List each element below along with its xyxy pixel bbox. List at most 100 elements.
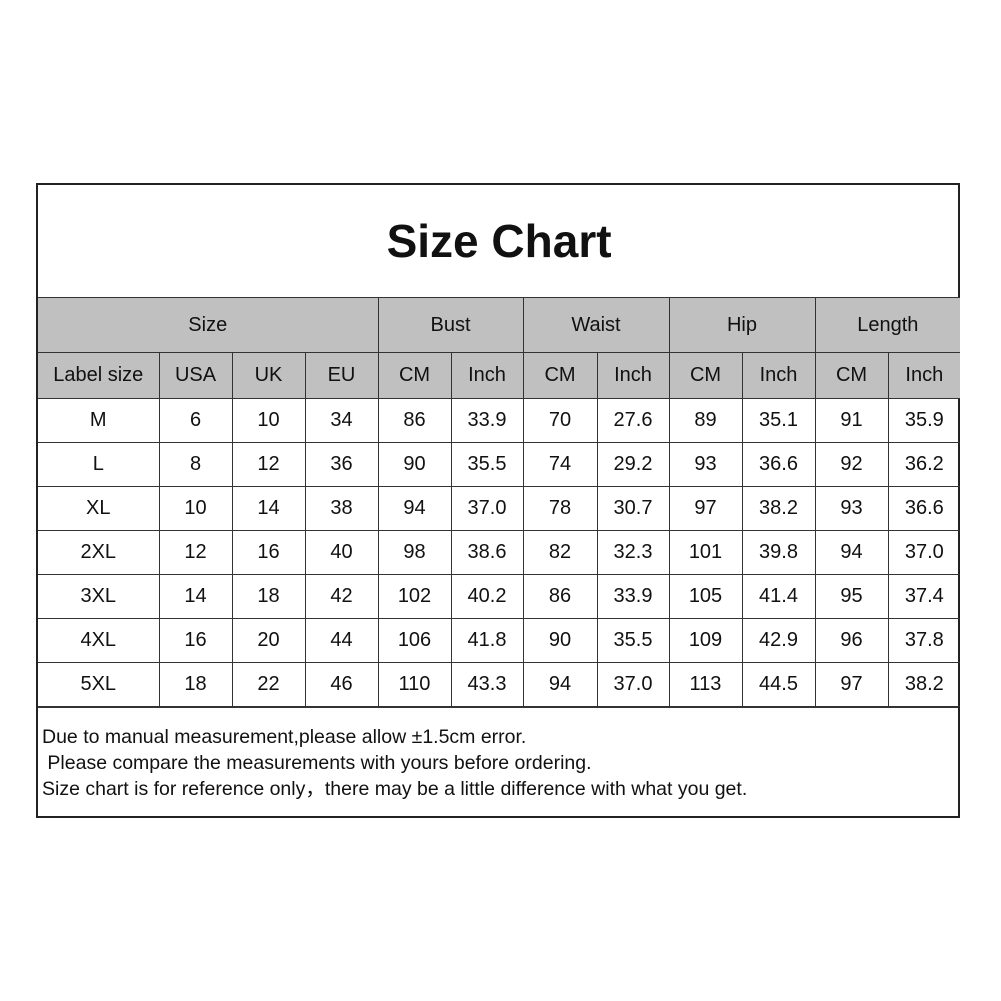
table-cell: 33.9	[450, 398, 524, 443]
table-cell: 90	[522, 618, 598, 663]
table-cell: 97	[668, 486, 743, 531]
table-cell: 36.6	[741, 442, 816, 487]
table-cell: 96	[814, 618, 889, 663]
column-header: CM	[668, 352, 743, 399]
group-length: Length	[814, 297, 961, 353]
note-line: Size chart is for reference only，there m…	[42, 778, 748, 800]
table-cell: 70	[522, 398, 598, 443]
table-cell: 4XL	[38, 618, 160, 663]
table-row: M 6 10 34 86 33.9 70 27.6 89 35.1 91 35.9	[38, 398, 961, 443]
table-cell: 29.2	[596, 442, 670, 487]
column-header: CM	[814, 352, 889, 399]
table-cell: 94	[377, 486, 452, 531]
group-size: Size	[38, 297, 379, 353]
table-cell: 78	[522, 486, 598, 531]
table-cell: 20	[231, 618, 306, 663]
table-cell: 41.8	[450, 618, 524, 663]
column-header: USA	[158, 352, 233, 399]
size-chart: Size Chart Size Bust Waist Hip Length La…	[36, 183, 961, 818]
table-cell: 16	[158, 618, 233, 663]
table-cell: 5XL	[38, 662, 160, 707]
table-cell: 44	[304, 618, 379, 663]
table-cell: 95	[814, 574, 889, 619]
table-cell: L	[38, 442, 160, 487]
table-cell: 37.8	[887, 618, 961, 663]
table-cell: 91	[814, 398, 889, 443]
table-cell: 38.6	[450, 530, 524, 575]
column-header: Inch	[741, 352, 816, 399]
column-header: Inch	[596, 352, 670, 399]
table-cell: 38.2	[741, 486, 816, 531]
chart-title: Size Chart	[38, 185, 961, 298]
table-cell: 37.4	[887, 574, 961, 619]
table-cell: 37.0	[450, 486, 524, 531]
table-cell: 38.2	[887, 662, 961, 707]
table-cell: 113	[668, 662, 743, 707]
column-header: CM	[377, 352, 452, 399]
column-header: Inch	[450, 352, 524, 399]
table-cell: 22	[231, 662, 306, 707]
table-cell: 90	[377, 442, 452, 487]
group-bust: Bust	[377, 297, 524, 353]
table-cell: 37.0	[596, 662, 670, 707]
group-hip: Hip	[668, 297, 816, 353]
column-header: Inch	[887, 352, 961, 399]
table-cell: 10	[231, 398, 306, 443]
table-cell: 6	[158, 398, 233, 443]
table-cell: 36	[304, 442, 379, 487]
notes: Due to manual measurement,please allow ±…	[38, 707, 958, 816]
table-cell: 37.0	[887, 530, 961, 575]
table-cell: 101	[668, 530, 743, 575]
table-cell: 8	[158, 442, 233, 487]
table-cell: 33.9	[596, 574, 670, 619]
table-cell: 74	[522, 442, 598, 487]
table-cell: 109	[668, 618, 743, 663]
table-cell: 94	[814, 530, 889, 575]
table-cell: 86	[522, 574, 598, 619]
table-cell: 106	[377, 618, 452, 663]
column-header: Label size	[38, 352, 160, 399]
table-cell: 30.7	[596, 486, 670, 531]
table-cell: 35.5	[450, 442, 524, 487]
column-header: UK	[231, 352, 306, 399]
table-row: 3XL 14 18 42 102 40.2 86 33.9 105 41.4 95 37.4	[38, 574, 961, 619]
table-cell: 110	[377, 662, 452, 707]
table-cell: 2XL	[38, 530, 160, 575]
table-row: 2XL 12 16 40 98 38.6 82 32.3 101 39.8 94 37.0	[38, 530, 961, 575]
table-cell: 32.3	[596, 530, 670, 575]
note-line: Please compare the measurements with you…	[42, 752, 592, 774]
table-cell: 14	[231, 486, 306, 531]
table-cell: 105	[668, 574, 743, 619]
table-cell: 12	[158, 530, 233, 575]
column-header: CM	[522, 352, 598, 399]
table-cell: 97	[814, 662, 889, 707]
table-cell: 102	[377, 574, 452, 619]
table-row: 4XL 16 20 44 106 41.8 90 35.5 109 42.9 96 37.8	[38, 618, 961, 663]
table-cell: 40.2	[450, 574, 524, 619]
table-cell: 36.2	[887, 442, 961, 487]
table-cell: 93	[668, 442, 743, 487]
table-row: L 8 12 36 90 35.5 74 29.2 93 36.6 92 36.2	[38, 442, 961, 487]
table-cell: XL	[38, 486, 160, 531]
table-cell: 12	[231, 442, 306, 487]
table-cell: 46	[304, 662, 379, 707]
table-cell: 35.9	[887, 398, 961, 443]
table-cell: 42	[304, 574, 379, 619]
size-table: Size Chart Size Bust Waist Hip Length La…	[38, 185, 961, 707]
note-line: Due to manual measurement,please allow ±…	[42, 726, 527, 748]
table-cell: 89	[668, 398, 743, 443]
table-cell: 86	[377, 398, 452, 443]
table-cell: 18	[231, 574, 306, 619]
table-cell: 43.3	[450, 662, 524, 707]
subheader-row: Label size USA UK EU CM Inch CM Inch CM Inch CM Inc…	[38, 352, 961, 399]
table-cell: 18	[158, 662, 233, 707]
table-cell: 41.4	[741, 574, 816, 619]
table-row: 5XL 18 22 46 110 43.3 94 37.0 113 44.5 97 38.2	[38, 662, 961, 707]
table-cell: 40	[304, 530, 379, 575]
table-cell: 3XL	[38, 574, 160, 619]
table-cell: 34	[304, 398, 379, 443]
column-header: EU	[304, 352, 379, 399]
table-cell: 98	[377, 530, 452, 575]
table-cell: 35.5	[596, 618, 670, 663]
table-cell: 94	[522, 662, 598, 707]
